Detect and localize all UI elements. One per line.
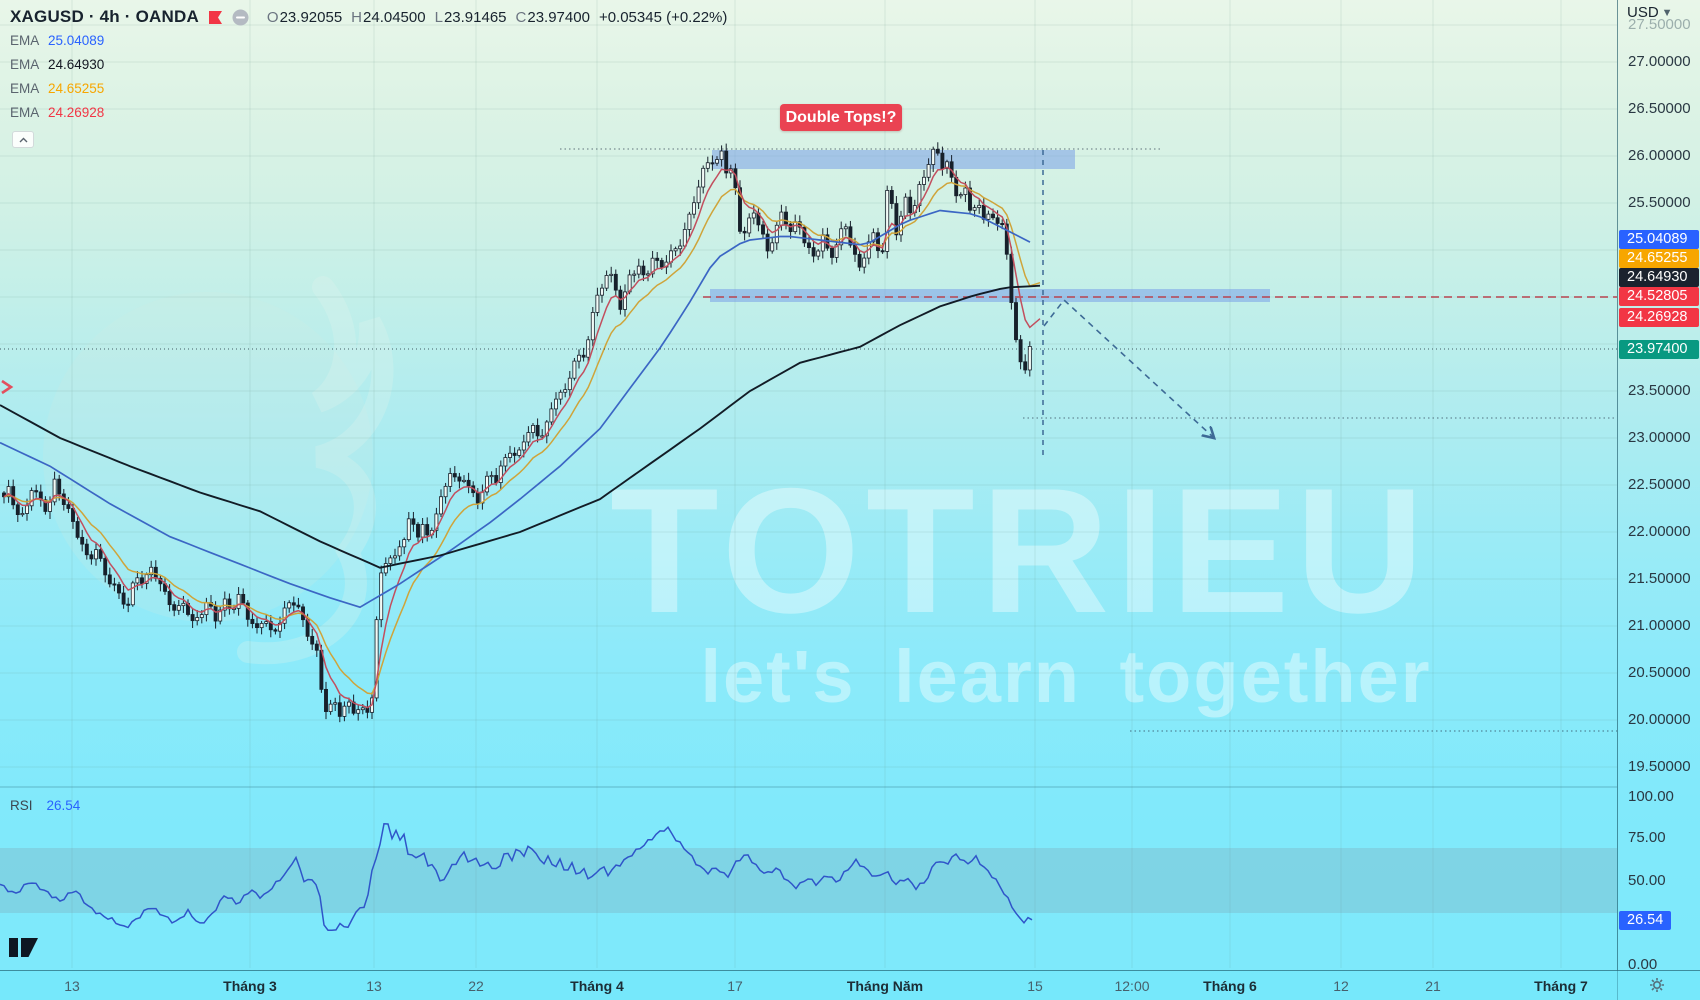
ema-red-line <box>3 166 1041 709</box>
low-label: L <box>434 8 443 26</box>
ema-legend-4[interactable]: EMA 24.26928 <box>10 105 104 121</box>
price-alert-arrow-icon[interactable] <box>0 378 14 396</box>
header: XAGUSD · 4h · OANDA O 23.92055 H 24.04500 … <box>10 5 727 29</box>
price-tick-label: 21.00000 <box>1628 617 1691 634</box>
price-tick-label: 23.00000 <box>1628 429 1691 446</box>
ema-label: EMA <box>10 33 40 48</box>
symbol-title[interactable]: XAGUSD · 4h · OANDA <box>10 7 199 26</box>
ema-legend-1[interactable]: EMA 25.04089 <box>10 33 104 49</box>
change-value: +0.05345 (+0.22%) <box>598 8 728 26</box>
currency-selector[interactable]: USD ▼ <box>1627 4 1673 21</box>
gear-icon[interactable] <box>1648 976 1666 994</box>
ema-lines <box>0 166 1041 709</box>
ema-label: EMA <box>10 105 40 120</box>
ema-value: 25.04089 <box>48 33 105 48</box>
price-tick-label: 21.50000 <box>1628 570 1691 587</box>
ohlc-readout: O 23.92055 H 24.04500 L 23.91465 C 23.97400 … <box>258 9 727 26</box>
flag-icon[interactable] <box>208 10 223 25</box>
open-label: O <box>266 8 279 26</box>
time-axis-label[interactable]: 13 <box>366 978 382 994</box>
price-badge: 23.97400 <box>1619 340 1699 359</box>
price-badge: 24.65255 <box>1619 249 1699 268</box>
price-tick-label: 26.00000 <box>1628 147 1691 164</box>
time-axis-label[interactable]: Tháng 6 <box>1203 978 1257 994</box>
collapse-indicators-button[interactable] <box>12 131 34 148</box>
rsi-tick-label: 75.00 <box>1628 829 1666 846</box>
hide-indicator-icon[interactable] <box>232 9 249 26</box>
rsi-legend[interactable]: RSI 26.54 <box>10 798 80 813</box>
ema-value: 24.64930 <box>48 57 105 72</box>
ema-legend-3[interactable]: EMA 24.65255 <box>10 81 104 97</box>
tradingview-logo[interactable] <box>9 938 39 957</box>
currency-label: USD <box>1627 4 1659 21</box>
time-axis-label[interactable]: Tháng 4 <box>570 978 624 994</box>
rsi-band <box>0 848 1617 913</box>
ema-orange-line <box>3 181 1041 695</box>
price-tick-label: 22.50000 <box>1628 476 1691 493</box>
rsi-tick-label: 50.00 <box>1628 872 1666 889</box>
price-badge: 24.64930 <box>1619 268 1699 287</box>
rsi-label: RSI <box>10 798 33 813</box>
high-value: 24.04500 <box>363 8 426 26</box>
high-label: H <box>351 8 363 26</box>
time-axis[interactable]: 13 Tháng 3 13 22 Tháng 4 17 Tháng Năm 15 12:00 Th… <box>0 970 1700 1000</box>
close-value: 23.97400 <box>527 8 590 26</box>
dotted-level-lines <box>560 148 1617 732</box>
ema-black-line <box>0 284 1041 569</box>
watermark-brand: TOTRIEU <box>610 451 1430 650</box>
time-axis-label[interactable]: 13 <box>64 978 80 994</box>
time-axis-label[interactable]: 22 <box>468 978 484 994</box>
price-badge: 24.26928 <box>1619 308 1699 327</box>
price-badge: 25.04089 <box>1619 230 1699 249</box>
ema-legend-2[interactable]: EMA 24.64930 <box>10 57 104 73</box>
ema-label: EMA <box>10 57 40 72</box>
time-axis-label[interactable]: Tháng 7 <box>1534 978 1588 994</box>
time-axis-label[interactable]: 21 <box>1425 978 1441 994</box>
rsi-tick-label: 0.00 <box>1628 956 1658 973</box>
watermark-tagline: let's learn together <box>700 635 1432 718</box>
price-tick-label: 23.50000 <box>1628 382 1691 399</box>
close-label: C <box>515 8 527 26</box>
ema-label: EMA <box>10 81 40 96</box>
candles <box>2 142 1032 723</box>
price-tick-label: 22.00000 <box>1628 523 1691 540</box>
rsi-line <box>0 823 1033 931</box>
supply-demand-zones <box>710 150 1270 302</box>
ema-value: 24.65255 <box>48 81 105 96</box>
price-tick-label: 19.50000 <box>1628 758 1691 775</box>
rsi-value: 26.54 <box>46 798 81 813</box>
price-axis[interactable]: USD ▼ 27.50000 27.00000 26.50000 26.00000 25… <box>1617 0 1700 1000</box>
low-value: 23.91465 <box>443 8 507 26</box>
price-tick-label: 27.00000 <box>1628 53 1691 70</box>
price-tick-label: 26.50000 <box>1628 100 1691 117</box>
time-axis-label[interactable]: 12:00 <box>1114 978 1150 994</box>
projection <box>1042 150 1213 455</box>
price-tick-label: 20.00000 <box>1628 711 1691 728</box>
watermark-flame-icon <box>43 276 394 665</box>
price-tick-label: 27.50000 <box>1628 16 1691 33</box>
time-axis-label[interactable]: Tháng 3 <box>223 978 277 994</box>
rsi-badge: 26.54 <box>1619 911 1671 930</box>
price-tick-label: 20.50000 <box>1628 664 1691 681</box>
ema-blue-line <box>0 209 1031 609</box>
time-axis-label[interactable]: Tháng Năm <box>846 978 924 994</box>
open-value: 23.92055 <box>279 8 343 26</box>
time-axis-label[interactable]: 15 <box>1027 978 1043 994</box>
time-axis-label[interactable]: 17 <box>727 978 743 994</box>
gridlines <box>0 0 1617 968</box>
double-tops-annotation[interactable]: Double Tops!? <box>780 104 902 131</box>
price-badge: 24.52805 <box>1619 287 1699 306</box>
time-axis-label[interactable]: 12 <box>1333 978 1349 994</box>
rsi-tick-label: 100.00 <box>1628 788 1674 805</box>
chevron-down-icon: ▼ <box>1661 6 1673 19</box>
price-tick-label: 25.50000 <box>1628 194 1691 211</box>
ema-value: 24.26928 <box>48 105 105 120</box>
